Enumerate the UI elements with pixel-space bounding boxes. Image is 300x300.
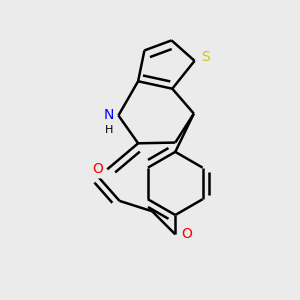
Text: O: O (181, 227, 192, 241)
Text: N: N (104, 108, 114, 122)
Text: O: O (92, 162, 104, 176)
Text: S: S (201, 50, 210, 64)
Text: H: H (105, 124, 113, 135)
